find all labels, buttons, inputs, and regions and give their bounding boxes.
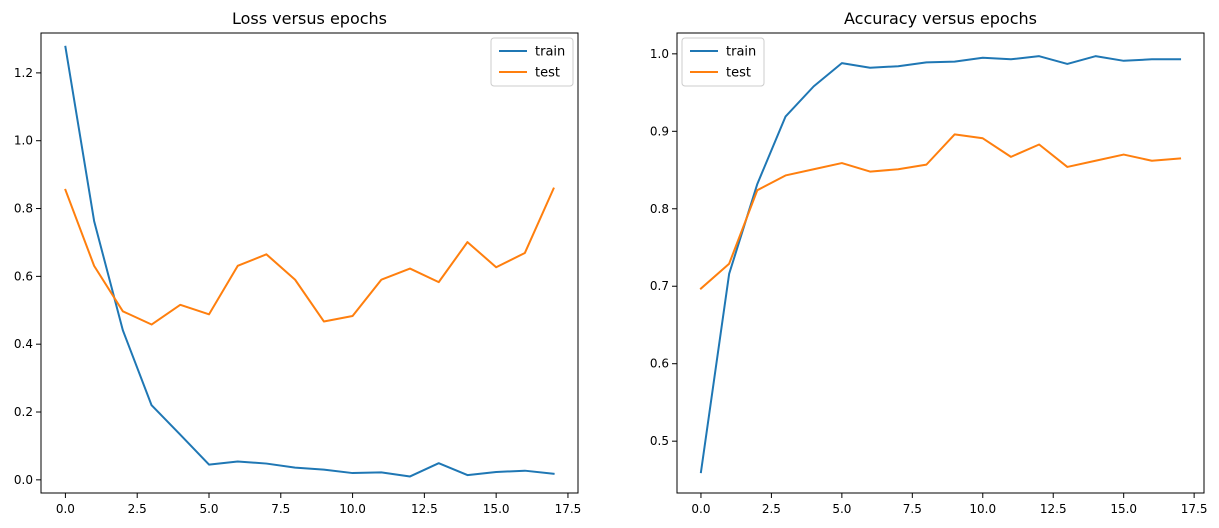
- y-tick-label: 1.2: [14, 66, 33, 80]
- legend-label-train: train: [535, 45, 565, 60]
- x-tick-label: 2.5: [762, 502, 781, 516]
- series-line-train: [699, 55, 1182, 474]
- x-tick-label: 15.0: [483, 502, 510, 516]
- legend: train test: [490, 37, 574, 87]
- x-tick-label: 7.5: [271, 502, 290, 516]
- x-tick-label: 10.0: [339, 502, 366, 516]
- legend-label-test: test: [535, 66, 560, 81]
- series-line-test: [64, 187, 555, 326]
- y-tick-label: 0.2: [14, 405, 33, 419]
- y-tick-label: 0.9: [650, 124, 669, 138]
- x-tick-label: 10.0: [969, 502, 996, 516]
- legend: train test: [681, 37, 765, 87]
- x-tick-label: 0.0: [56, 502, 75, 516]
- y-tick-label: 0.4: [14, 337, 33, 351]
- legend-label-test: test: [726, 66, 751, 81]
- chart-title: Accuracy versus epochs: [844, 9, 1037, 28]
- x-tick-label: 7.5: [903, 502, 922, 516]
- x-tick-label: 17.5: [1181, 502, 1208, 516]
- series-line-test: [699, 133, 1182, 290]
- y-tick-label: 0.0: [14, 473, 33, 487]
- series-line-train: [64, 45, 555, 478]
- x-tick-label: 15.0: [1110, 502, 1137, 516]
- y-tick-label: 1.0: [14, 134, 33, 148]
- x-tick-label: 17.5: [555, 502, 582, 516]
- x-tick-label: 0.0: [691, 502, 710, 516]
- chart-title: Loss versus epochs: [232, 9, 387, 28]
- y-tick-label: 0.6: [650, 357, 669, 371]
- axes-frame: [40, 32, 579, 494]
- x-tick-label: 12.5: [411, 502, 438, 516]
- y-tick-label: 1.0: [650, 47, 669, 61]
- x-tick-label: 5.0: [832, 502, 851, 516]
- x-tick-label: 2.5: [128, 502, 147, 516]
- y-tick-label: 0.6: [14, 269, 33, 283]
- chart-panel-2: Accuracy versus epochs 0.0 2.5 5.0 7.5 10.0 12…: [650, 9, 1208, 516]
- axes-frame: [676, 32, 1205, 494]
- y-tick-label: 0.5: [650, 434, 669, 448]
- x-tick-label: 5.0: [199, 502, 218, 516]
- chart-panel-1: Loss versus epochs 0.0 2.5 5.0 7.5 10.0 12.5 15…: [14, 9, 581, 516]
- y-tick-label: 0.7: [650, 279, 669, 293]
- y-tick-label: 0.8: [14, 202, 33, 216]
- x-tick-label: 12.5: [1040, 502, 1067, 516]
- y-tick-label: 0.8: [650, 202, 669, 216]
- legend-label-train: train: [726, 45, 756, 60]
